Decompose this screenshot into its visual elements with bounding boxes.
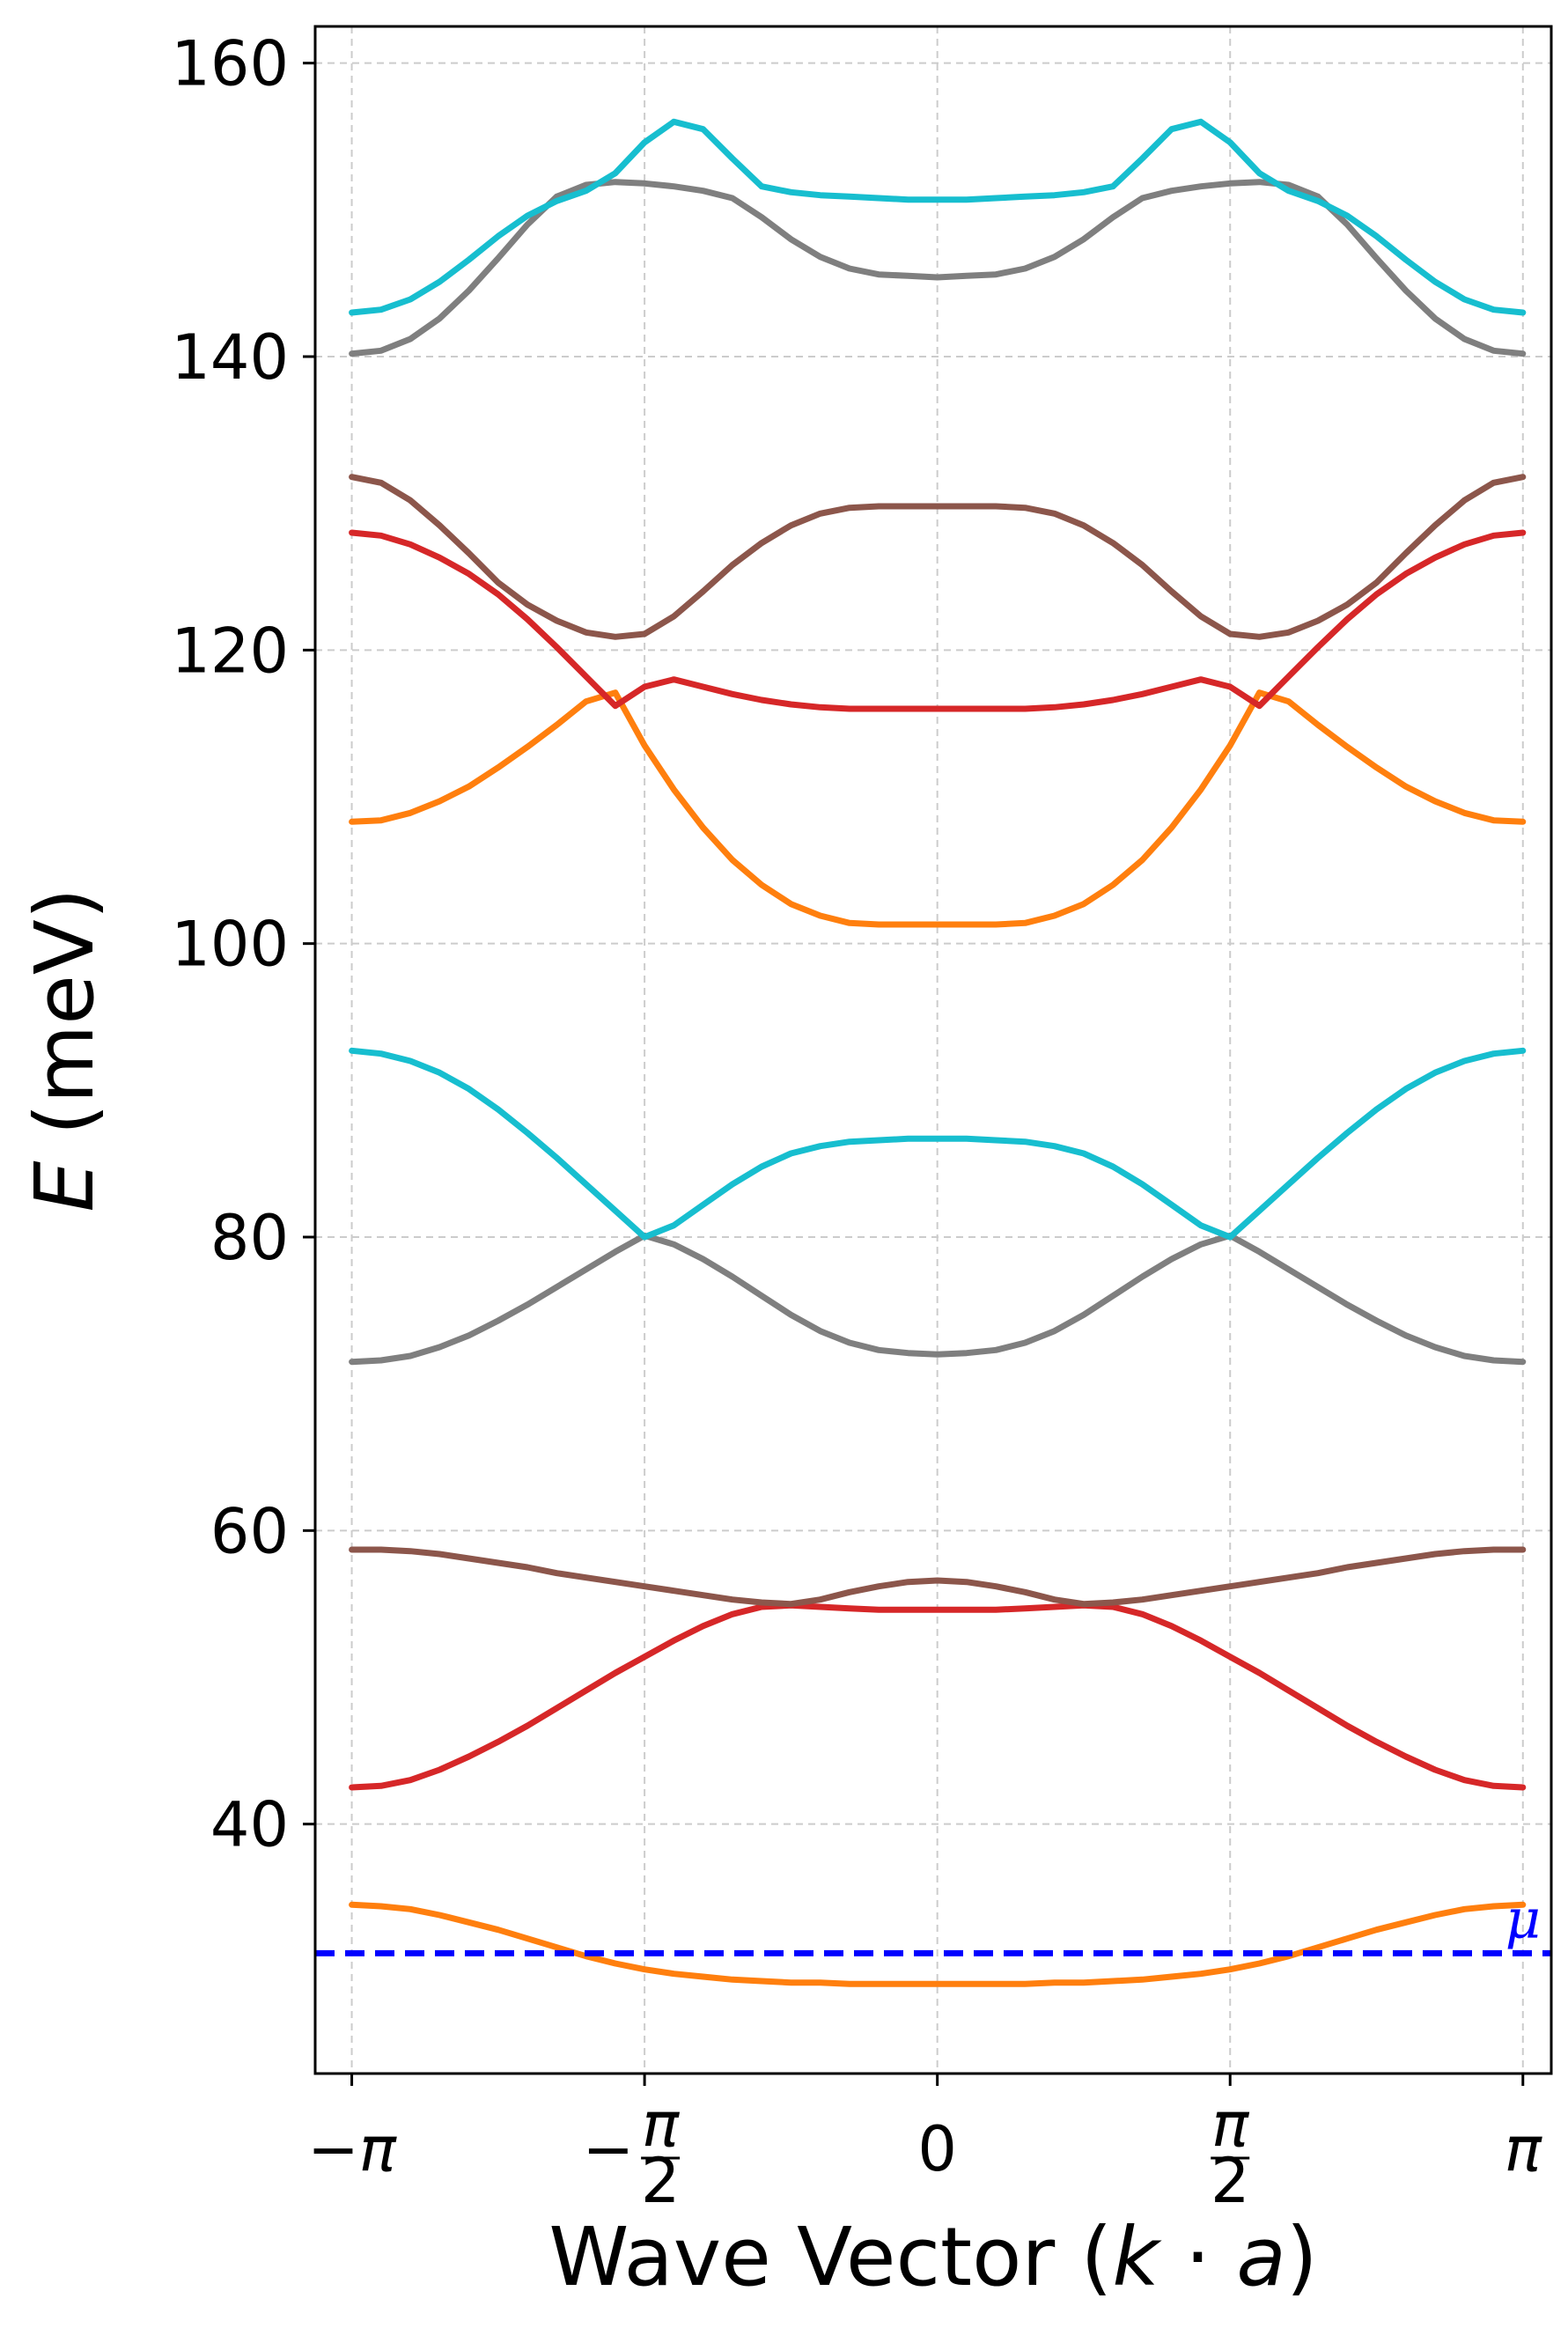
x-axis-title-k: k xyxy=(1112,2210,1162,2304)
x-tick-label: 0 xyxy=(917,2113,957,2185)
y-tick-label: 140 xyxy=(171,321,289,394)
ticks xyxy=(303,62,1525,2086)
grid xyxy=(315,26,1551,2074)
x-tick-label: −π xyxy=(307,2113,398,2185)
series-line-10 xyxy=(349,118,1527,316)
plot-frame xyxy=(313,25,1553,2075)
series-line-7 xyxy=(349,529,1527,712)
x-tick-label-numerator: π xyxy=(1211,2089,1250,2161)
series-line-8 xyxy=(349,474,1527,640)
x-tick-label-denominator: 2 xyxy=(641,2145,681,2217)
x-tick-label-denominator: 2 xyxy=(1211,2145,1250,2217)
y-tick-label: 160 xyxy=(171,28,289,100)
x-axis-title-suffix: ) xyxy=(1286,2210,1318,2304)
x-tick-label-sign: − xyxy=(582,2113,634,2185)
series-line-1 xyxy=(349,1901,1527,1987)
series-line-3 xyxy=(349,1546,1527,1608)
series-line-4 xyxy=(349,1232,1527,1366)
y-axis-title: E (meV) xyxy=(18,888,112,1212)
x-axis-title-dot: · xyxy=(1159,2210,1237,2304)
x-tick-label-fraction: − π2 xyxy=(582,2089,681,2217)
x-tick-label-numerator: π xyxy=(642,2089,681,2161)
y-tick-label: 60 xyxy=(210,1495,289,1567)
x-tick-label: π xyxy=(1505,2113,1543,2185)
y-tick-label: 80 xyxy=(210,1202,289,1274)
series-line-6 xyxy=(349,689,1527,928)
y-tick-label: 120 xyxy=(171,615,289,687)
series-line-2 xyxy=(349,1602,1527,1791)
y-axis-title-e: E xyxy=(18,1161,112,1212)
y-axis-title-unit: (meV) xyxy=(18,888,112,1160)
y-tick-label: 100 xyxy=(171,909,289,981)
x-axis-title-prefix: Wave Vector ( xyxy=(548,2210,1112,2304)
x-tick-label-fraction: π2 xyxy=(1211,2089,1250,2217)
chemical-potential-label: μ xyxy=(1505,1886,1541,1950)
y-tick-label: 40 xyxy=(210,1789,289,1861)
series-line-5 xyxy=(349,1047,1527,1241)
x-axis-title-a: a xyxy=(1236,2210,1285,2304)
reference-lines: μ xyxy=(315,1886,1551,1956)
x-axis-title: Wave Vector (k · a) xyxy=(548,2210,1317,2304)
series-group xyxy=(349,118,1527,1987)
